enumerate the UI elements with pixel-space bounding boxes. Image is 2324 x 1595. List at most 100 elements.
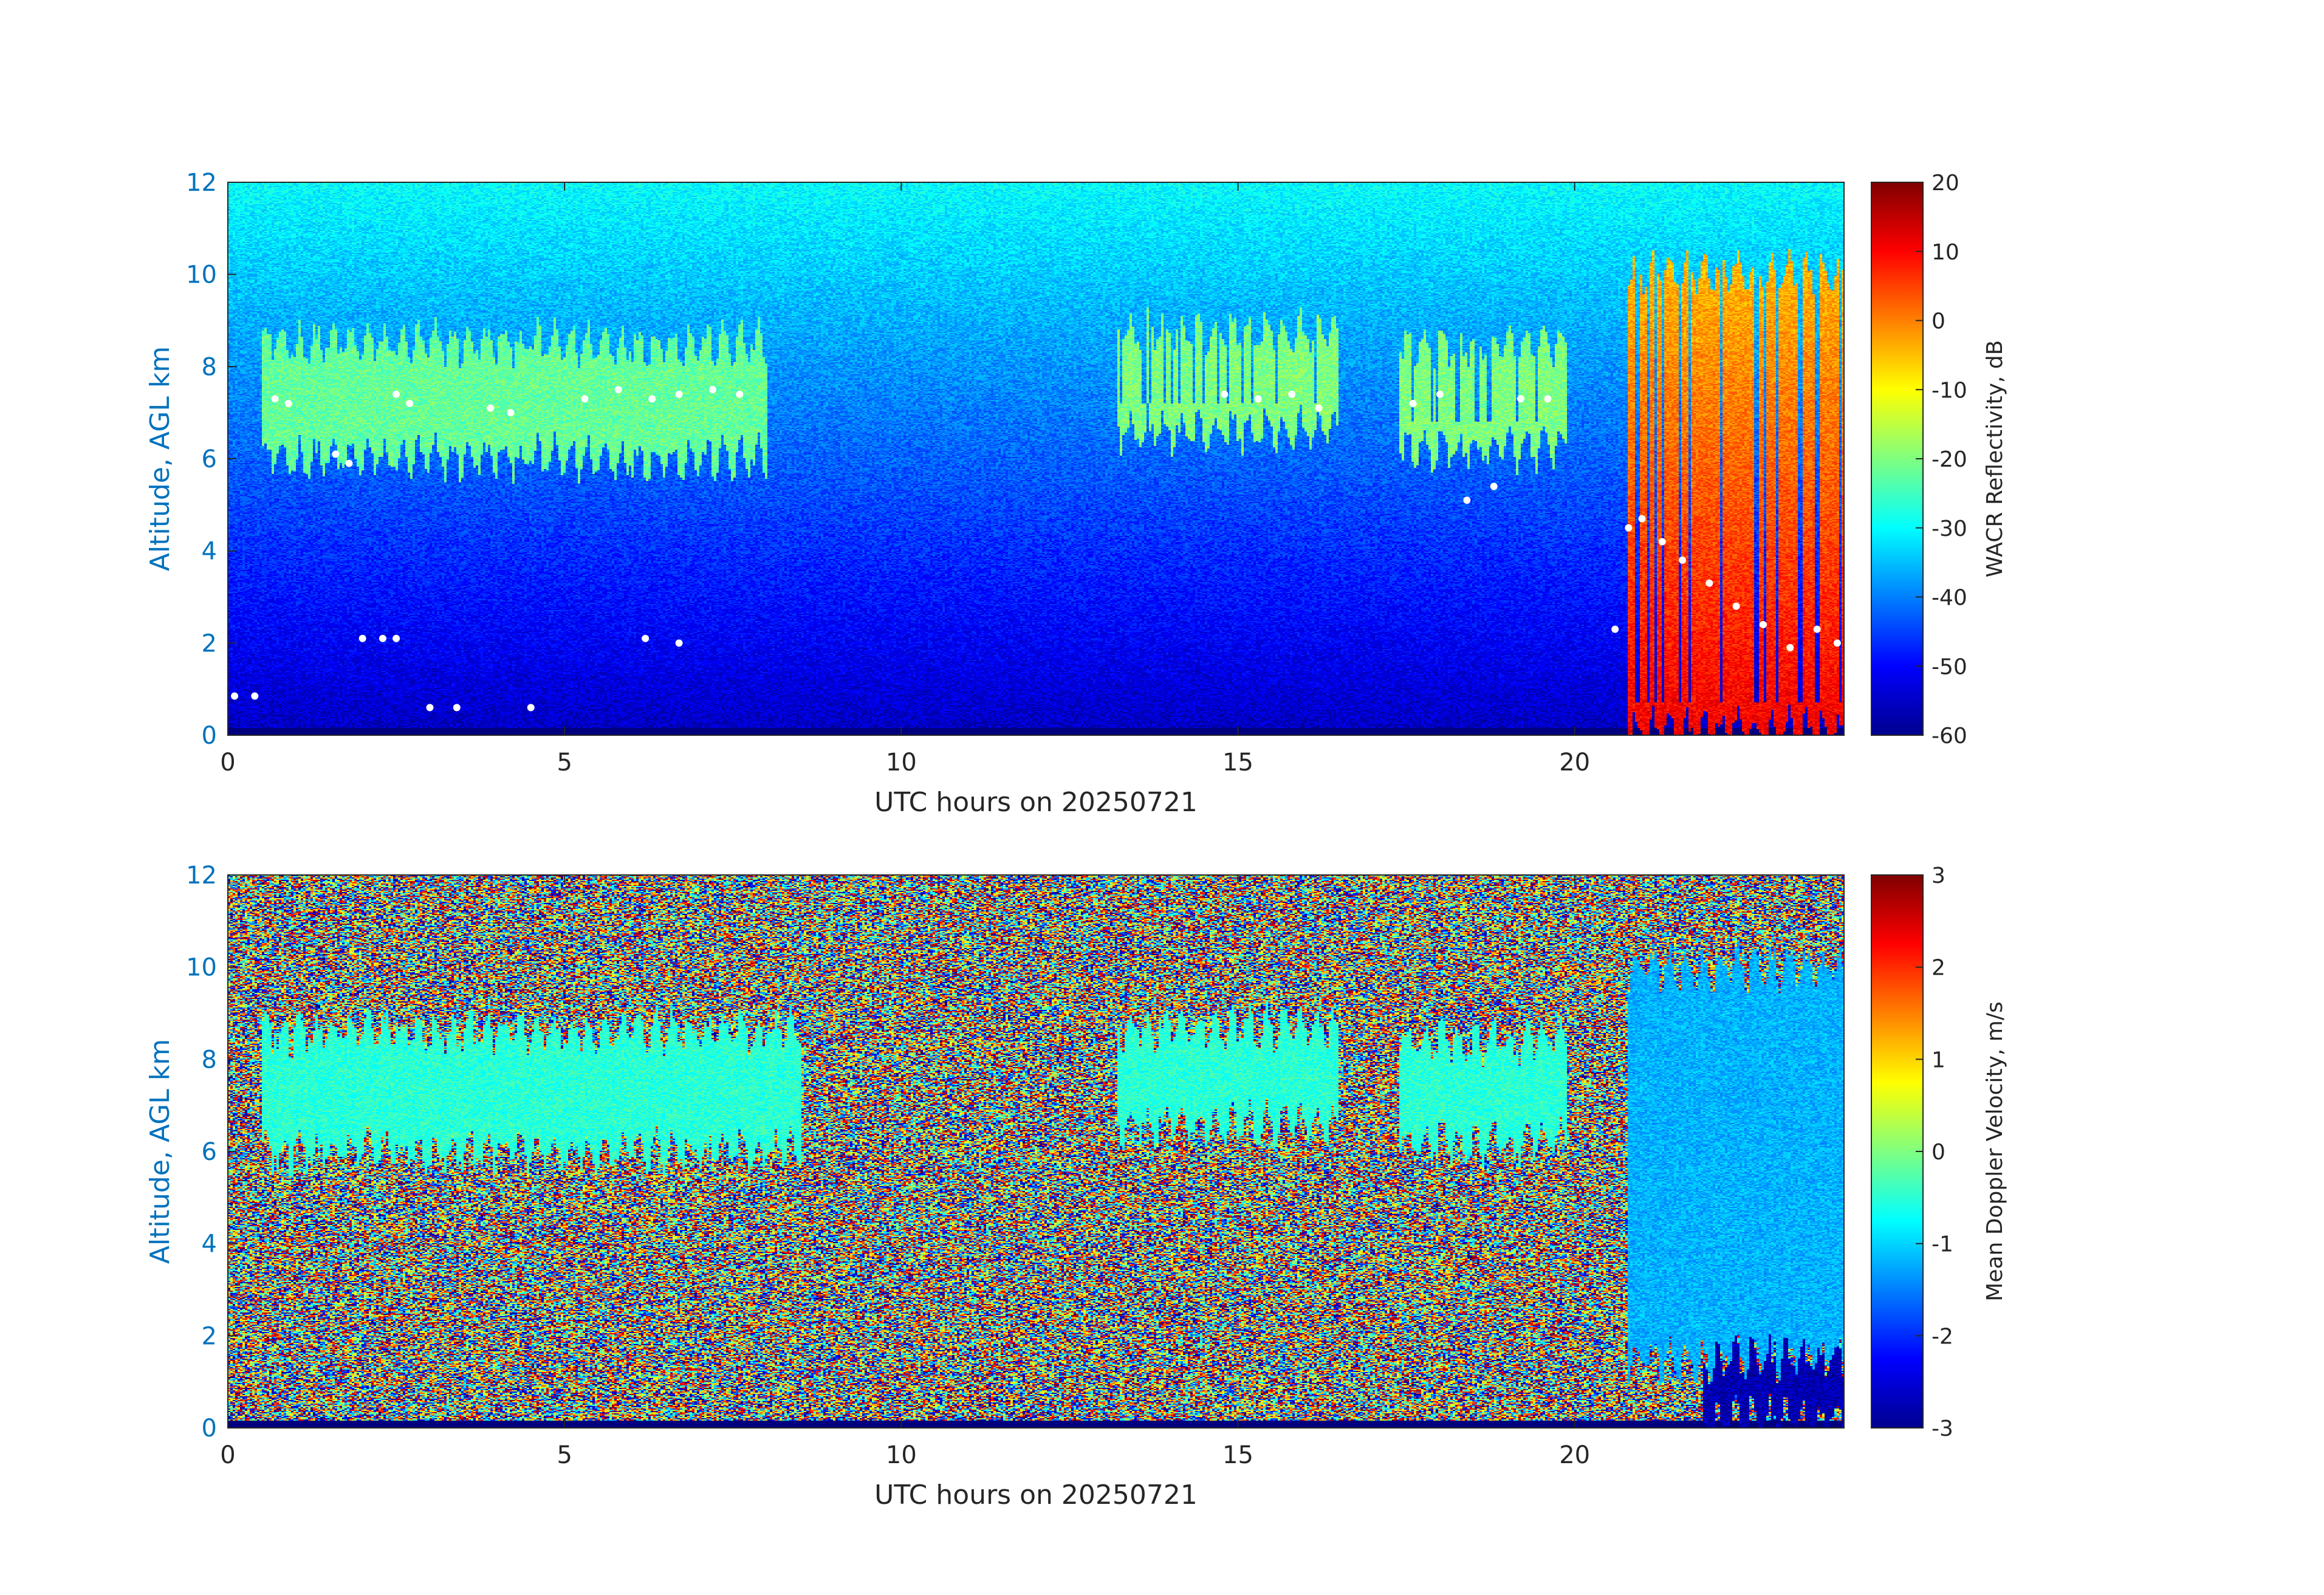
reflectivity-heatmap bbox=[228, 182, 1844, 735]
velocity-y-axis-label: Altitude, AGL km bbox=[145, 1039, 176, 1264]
reflectivity-colorbar bbox=[1871, 182, 1924, 736]
echo-marker bbox=[1732, 602, 1740, 610]
echo-marker bbox=[675, 390, 683, 398]
colorbar-tick-label: -20 bbox=[1932, 447, 1967, 472]
echo-marker bbox=[487, 404, 495, 412]
echo-marker bbox=[1254, 395, 1262, 403]
x-tick-label: 10 bbox=[886, 1441, 917, 1469]
echo-marker bbox=[1221, 390, 1229, 398]
colorbar-tick-label: 2 bbox=[1932, 956, 1945, 981]
echo-marker bbox=[1544, 395, 1552, 403]
velocity-heatmap bbox=[228, 875, 1844, 1428]
x-tick-label: 5 bbox=[557, 749, 572, 777]
echo-marker bbox=[358, 634, 366, 642]
echo-marker bbox=[406, 400, 414, 407]
echo-marker bbox=[1658, 538, 1666, 546]
y-tick-label: 10 bbox=[186, 261, 217, 289]
echo-marker bbox=[426, 704, 434, 712]
echo-marker bbox=[614, 386, 622, 394]
x-tick-label: 0 bbox=[220, 1441, 235, 1469]
y-tick-label: 6 bbox=[202, 445, 217, 473]
echo-marker bbox=[581, 395, 589, 403]
echo-marker bbox=[507, 409, 515, 417]
colorbar-tick-label: -1 bbox=[1932, 1232, 1953, 1257]
echo-marker bbox=[251, 692, 259, 700]
y-tick-label: 8 bbox=[202, 353, 217, 381]
echo-marker bbox=[1786, 643, 1794, 651]
echo-marker bbox=[332, 450, 340, 458]
x-tick-label: 5 bbox=[557, 1441, 572, 1469]
velocity-x-axis-label: UTC hours on 20250721 bbox=[874, 1480, 1198, 1511]
echo-marker bbox=[1705, 579, 1713, 587]
x-tick-label: 15 bbox=[1222, 1441, 1253, 1469]
echo-marker bbox=[231, 692, 239, 700]
colorbar-tick-label: 1 bbox=[1932, 1048, 1945, 1072]
reflectivity-panel: 0 5 10 15 20 0 2 4 6 8 10 12 UTC hours on 20250721… bbox=[145, 169, 2007, 818]
colorbar-tick-label: -3 bbox=[1932, 1416, 1953, 1441]
x-tick-label: 20 bbox=[1559, 749, 1590, 777]
y-tick-label: 2 bbox=[202, 1322, 217, 1350]
colorbar-tick-label: -30 bbox=[1932, 516, 1967, 541]
colorbar-tick-label: -60 bbox=[1932, 724, 1967, 749]
x-tick-label: 0 bbox=[220, 749, 235, 777]
y-tick-label: 10 bbox=[186, 954, 217, 982]
y-tick-label: 12 bbox=[186, 862, 217, 890]
y-tick-label: 12 bbox=[186, 169, 217, 197]
colorbar-tick-label: -2 bbox=[1932, 1324, 1953, 1349]
echo-marker bbox=[1436, 390, 1444, 398]
echo-marker bbox=[1611, 625, 1619, 633]
colorbar-tick-label: -40 bbox=[1932, 586, 1967, 611]
colorbar-tick-label: -10 bbox=[1932, 378, 1967, 403]
y-tick-label: 0 bbox=[202, 722, 217, 750]
echo-marker bbox=[379, 634, 386, 642]
colorbar-tick-label: 0 bbox=[1932, 1140, 1945, 1165]
echo-marker bbox=[1315, 404, 1323, 412]
echo-marker bbox=[527, 704, 535, 712]
y-tick-label: 2 bbox=[202, 629, 217, 657]
reflectivity-colorbar-label: WACR Reflectivity, dB bbox=[1983, 340, 2007, 578]
y-tick-label: 4 bbox=[202, 1230, 217, 1258]
echo-marker bbox=[1760, 621, 1767, 628]
colorbar-tick-label: -50 bbox=[1932, 654, 1967, 679]
echo-marker bbox=[1625, 524, 1633, 532]
reflectivity-marker-group bbox=[231, 386, 1841, 712]
echo-marker bbox=[736, 390, 744, 398]
colorbar-tick-label: 3 bbox=[1932, 863, 1945, 888]
reflectivity-x-axis-label: UTC hours on 20250721 bbox=[874, 787, 1198, 818]
reflectivity-y-axis-label: Altitude, AGL km bbox=[145, 346, 176, 571]
velocity-colorbar bbox=[1871, 874, 1924, 1429]
echo-marker bbox=[675, 639, 683, 647]
colorbar-tick-label: 20 bbox=[1932, 171, 1959, 196]
echo-marker bbox=[1409, 400, 1417, 407]
echo-marker bbox=[345, 459, 353, 467]
velocity-y-ticks: 0 2 4 6 8 10 12 bbox=[186, 862, 236, 1442]
echo-marker bbox=[1813, 625, 1821, 633]
echo-marker bbox=[1638, 515, 1646, 523]
echo-marker bbox=[392, 390, 400, 398]
reflectivity-colorbar-ticks: 20 10 0 -10 -20 -30 -40 -50 -60 bbox=[1916, 171, 1967, 749]
y-tick-label: 4 bbox=[202, 538, 217, 566]
echo-marker bbox=[1490, 482, 1498, 490]
colorbar-tick-label: 10 bbox=[1932, 240, 1959, 265]
y-tick-label: 0 bbox=[202, 1415, 217, 1442]
echo-marker bbox=[1517, 395, 1524, 403]
x-tick-label: 10 bbox=[886, 749, 917, 777]
x-tick-label: 15 bbox=[1222, 749, 1253, 777]
echo-marker bbox=[1288, 390, 1296, 398]
echo-marker bbox=[1833, 639, 1841, 647]
y-tick-label: 6 bbox=[202, 1138, 217, 1166]
velocity-colorbar-ticks: 3 2 1 0 -1 -2 -3 bbox=[1916, 863, 1953, 1441]
echo-marker bbox=[271, 395, 279, 403]
echo-marker bbox=[1679, 556, 1686, 564]
echo-marker bbox=[648, 395, 656, 403]
y-tick-label: 8 bbox=[202, 1046, 217, 1074]
velocity-colorbar-label: Mean Doppler Velocity, m/s bbox=[1983, 1001, 2007, 1301]
echo-marker bbox=[392, 634, 400, 642]
echo-marker bbox=[642, 634, 650, 642]
echo-marker bbox=[1463, 496, 1471, 504]
echo-marker bbox=[284, 400, 292, 407]
echo-marker bbox=[453, 704, 461, 712]
velocity-x-ticks: 0 5 10 15 20 bbox=[220, 875, 1590, 1469]
